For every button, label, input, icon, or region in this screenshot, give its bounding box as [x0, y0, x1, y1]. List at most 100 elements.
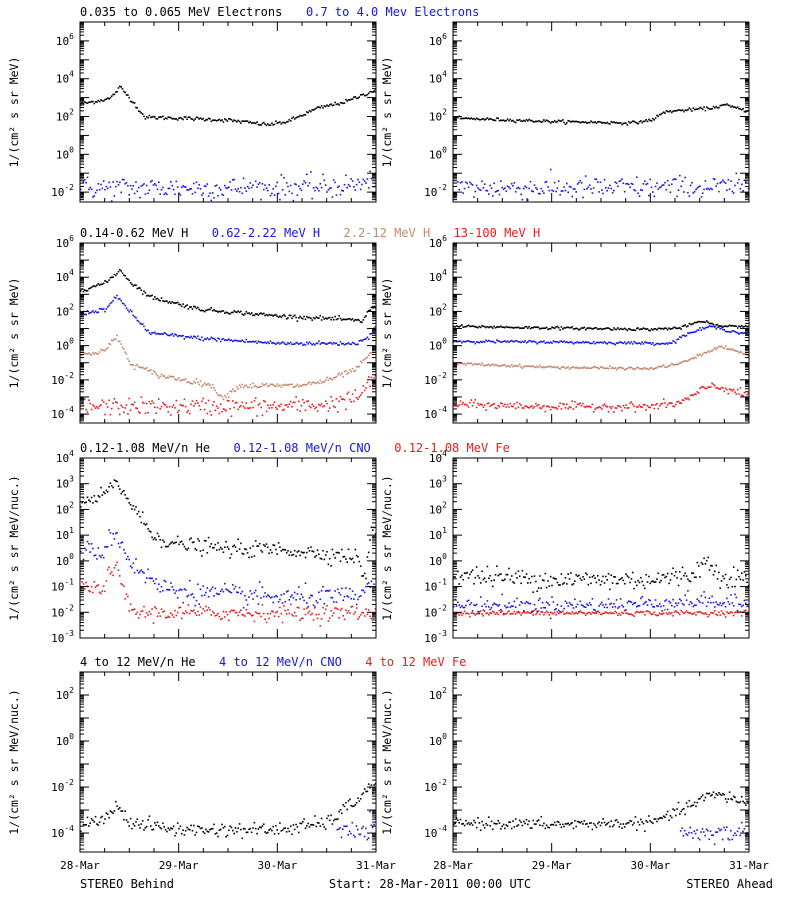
data-point [533, 603, 536, 606]
data-point [195, 378, 198, 380]
data-point [152, 538, 155, 541]
data-point [85, 352, 87, 355]
data-point [680, 185, 682, 188]
data-point [486, 600, 489, 602]
data-point [537, 587, 540, 589]
data-point [459, 340, 462, 342]
data-point [139, 570, 141, 573]
data-point [556, 325, 559, 328]
data-point [547, 120, 549, 122]
data-point [144, 328, 147, 331]
data-point [337, 588, 339, 591]
data-point [345, 174, 347, 177]
data-point [740, 351, 743, 354]
data-point [308, 110, 311, 112]
data-point [324, 343, 327, 345]
data-point [606, 343, 608, 345]
data-point [637, 605, 639, 607]
data-point [96, 406, 98, 408]
data-point [279, 198, 281, 201]
data-point [521, 602, 524, 604]
data-point [739, 578, 742, 581]
data-point [527, 341, 529, 343]
data-point [258, 181, 261, 184]
data-point [727, 601, 730, 603]
data-point [159, 408, 161, 410]
data-point [666, 110, 669, 113]
data-point [574, 401, 576, 403]
data-point [680, 361, 682, 364]
data-point [119, 546, 121, 548]
data-point [658, 405, 661, 407]
data-point [145, 523, 148, 525]
data-point [132, 608, 135, 611]
data-point [739, 326, 742, 328]
data-point [366, 93, 369, 96]
data-point [203, 594, 206, 596]
data-point [673, 326, 676, 328]
y-tick-label: 100 [429, 337, 447, 353]
data-point [743, 332, 746, 334]
data-point [672, 567, 674, 570]
data-point [166, 300, 168, 302]
data-point [242, 314, 245, 316]
y-tick-label: 10-2 [51, 371, 74, 387]
data-point [637, 327, 639, 329]
data-point [115, 91, 117, 93]
data-point [147, 116, 149, 119]
data-point [696, 329, 699, 332]
series-blue [453, 168, 749, 202]
data-point [720, 325, 723, 327]
data-point [724, 345, 727, 347]
data-point [252, 614, 254, 617]
data-point [96, 101, 98, 103]
data-point [493, 119, 495, 121]
data-point [299, 187, 301, 190]
data-point [517, 119, 520, 122]
data-point [93, 581, 96, 583]
data-point [284, 194, 287, 196]
data-point [101, 99, 104, 102]
data-point [466, 182, 469, 185]
data-point [300, 617, 303, 620]
data-point [140, 323, 143, 325]
data-point [705, 188, 708, 190]
data-point [509, 340, 512, 342]
data-point [580, 404, 583, 407]
data-point [215, 120, 218, 122]
data-point [696, 598, 699, 600]
data-point [465, 612, 467, 615]
data-point [155, 117, 157, 120]
data-point [260, 341, 262, 343]
data-point [353, 613, 355, 615]
data-point [523, 611, 525, 613]
data-point [230, 609, 233, 612]
data-point [731, 190, 734, 193]
data-point [168, 375, 171, 377]
data-point [459, 612, 462, 614]
data-point [205, 384, 207, 386]
data-point [249, 547, 252, 549]
data-point [93, 554, 96, 557]
data-point [327, 410, 330, 412]
data-point [289, 596, 292, 598]
data-point [676, 604, 678, 607]
data-point [273, 342, 276, 345]
data-point [666, 608, 669, 611]
data-point [712, 105, 715, 108]
data-point [145, 367, 148, 369]
data-point [672, 327, 674, 329]
data-point [623, 582, 626, 585]
data-point [272, 544, 274, 546]
data-point [633, 340, 635, 343]
data-point [619, 578, 622, 580]
data-point [509, 402, 512, 405]
data-point [203, 408, 206, 411]
data-point [328, 342, 331, 344]
data-point [322, 316, 324, 318]
data-point [730, 594, 732, 596]
data-point [668, 402, 670, 404]
data-point [97, 283, 100, 285]
data-point [548, 585, 551, 587]
y-tick-label: 104 [56, 268, 74, 284]
